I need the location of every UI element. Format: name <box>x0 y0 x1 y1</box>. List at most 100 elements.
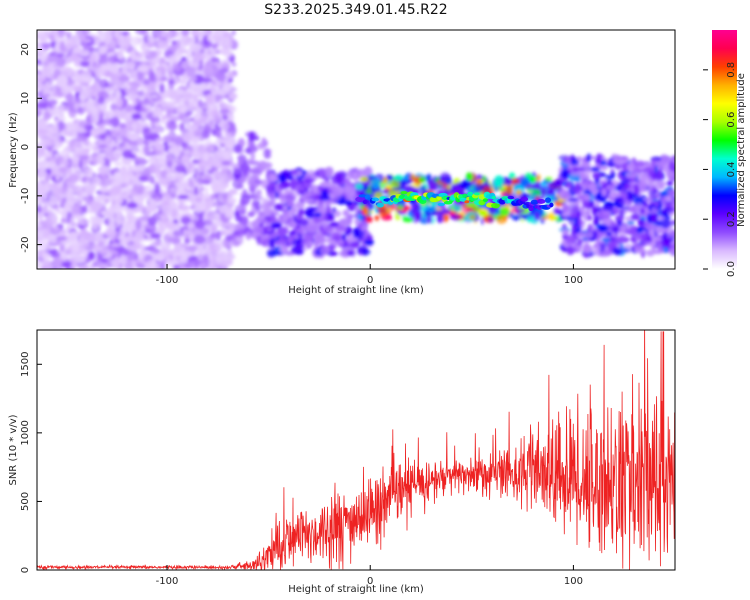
spectrogram-cell <box>475 174 483 180</box>
spectrogram-cells <box>37 30 675 269</box>
ridge-mark <box>528 205 534 212</box>
spectrogram-cell <box>219 120 230 132</box>
spectrogram-cell <box>193 235 206 245</box>
spectrogram-cell <box>85 256 91 264</box>
spectrogram-cell <box>154 253 166 262</box>
spectrogram-cell <box>218 99 224 105</box>
spectrogram-y-label: Frequency (Hz) <box>8 112 19 188</box>
spectrogram-cell <box>57 120 65 132</box>
spectrogram-cell <box>338 218 350 227</box>
spectrogram-cell <box>505 185 513 196</box>
spectrogram-cell <box>258 211 266 217</box>
spectrogram-cell <box>430 200 438 207</box>
spectrogram-cell <box>533 180 541 191</box>
spectrogram-cell <box>208 214 216 222</box>
spectrogram-cell <box>270 216 276 222</box>
spectrogram-cell <box>477 210 488 216</box>
spectrogram-cell <box>148 71 156 82</box>
spectrogram-cell <box>294 250 304 255</box>
spectrogram-cell <box>202 152 210 162</box>
spectrogram-cell <box>194 203 206 213</box>
spectrogram-cell <box>227 105 237 113</box>
spectrogram-cell <box>650 212 658 224</box>
spectrogram-cell <box>513 184 524 193</box>
spectrogram-cell <box>221 114 229 121</box>
spectrogram-cell <box>120 40 129 51</box>
spectrogram-cell <box>41 243 54 251</box>
spectrogram-cell <box>172 264 181 269</box>
spectrogram-cell <box>227 249 233 259</box>
colorbar-tick-label: 0.8 <box>726 62 737 78</box>
spectrogram-cell <box>212 43 217 50</box>
spectrogram-cell <box>108 79 113 86</box>
snr-background <box>37 330 675 570</box>
spectrogram-cell <box>215 35 225 46</box>
spectrogram-cell <box>561 203 569 213</box>
ridge-mark <box>544 197 552 203</box>
spectrogram-cell <box>104 120 110 125</box>
spectrogram-cell <box>64 181 76 187</box>
spectrogram-cell <box>496 214 507 224</box>
spectrogram-cell <box>539 185 547 195</box>
spectrogram-cell <box>53 257 64 268</box>
spectrogram-cell <box>159 170 169 179</box>
spectrogram-cell <box>336 239 345 248</box>
spectrogram-cell <box>79 91 92 100</box>
spectrogram-cell <box>304 191 313 197</box>
ridge-mark <box>507 195 514 200</box>
spectrogram-cell <box>592 206 598 216</box>
spectrogram-cell <box>192 129 205 138</box>
spectrogram-cell <box>295 227 305 234</box>
spectrogram-cell <box>615 236 625 244</box>
spectrogram-cell <box>418 176 427 183</box>
spectrogram-cell <box>261 137 267 146</box>
spectrogram-cell <box>289 230 297 236</box>
spectrogram-cell <box>90 53 96 64</box>
colorbar-label: Normalized spectral amplitude <box>736 73 747 227</box>
spectrogram-cell <box>127 177 134 186</box>
spectrogram-cell <box>590 167 601 172</box>
spectrogram-cell <box>633 160 646 167</box>
spectrogram-cell <box>99 186 109 193</box>
spectrogram-cell <box>357 245 369 254</box>
spectrogram-cell <box>364 238 375 246</box>
spectrogram-cell <box>212 201 222 207</box>
spectrogram-cell <box>160 31 169 37</box>
spectrogram-cell <box>107 178 115 183</box>
spectrogram-cell <box>228 190 238 196</box>
colorbar-tick-label: 0.2 <box>726 211 737 227</box>
spectrogram-cell <box>611 225 620 233</box>
spectrogram-cell <box>61 261 72 268</box>
spectrogram-cell <box>205 93 214 105</box>
spectrogram-cell <box>200 77 213 83</box>
x-tick-label: -100 <box>156 275 179 286</box>
spectrogram-cell <box>582 203 592 209</box>
spectrogram-cell <box>138 237 148 242</box>
spectrogram-cell <box>627 190 632 200</box>
spectrogram-cell <box>397 204 404 211</box>
spectrogram-cell <box>640 174 652 185</box>
spectrogram-cell <box>172 115 179 122</box>
spectrogram-cell <box>185 54 192 60</box>
snr-x-label: Height of straight line (km) <box>288 584 424 595</box>
spectrogram-cell <box>206 36 212 41</box>
spectrogram-cell <box>459 180 472 189</box>
spectrogram-cell <box>82 234 95 240</box>
spectrogram-cell <box>80 227 87 236</box>
spectrogram-cell <box>219 205 224 214</box>
spectrogram-cell <box>37 212 42 218</box>
x-tick-label: 0 <box>367 275 373 286</box>
ridge-mark <box>462 193 468 198</box>
spectrogram-cell <box>109 168 115 176</box>
spectrogram-cell <box>657 169 662 179</box>
spectrogram-cell <box>214 242 221 253</box>
spectrogram-cell <box>619 205 631 211</box>
spectrogram-cell <box>125 235 131 244</box>
colorbar-tick-label: 0.4 <box>726 161 737 177</box>
spectrogram-cell <box>82 196 94 201</box>
spectrogram-cell <box>147 42 155 48</box>
spectrogram-cell <box>221 259 233 267</box>
spectrogram-cell <box>200 30 207 35</box>
spectrogram-cell <box>63 104 68 110</box>
spectrogram-cell <box>666 181 674 186</box>
